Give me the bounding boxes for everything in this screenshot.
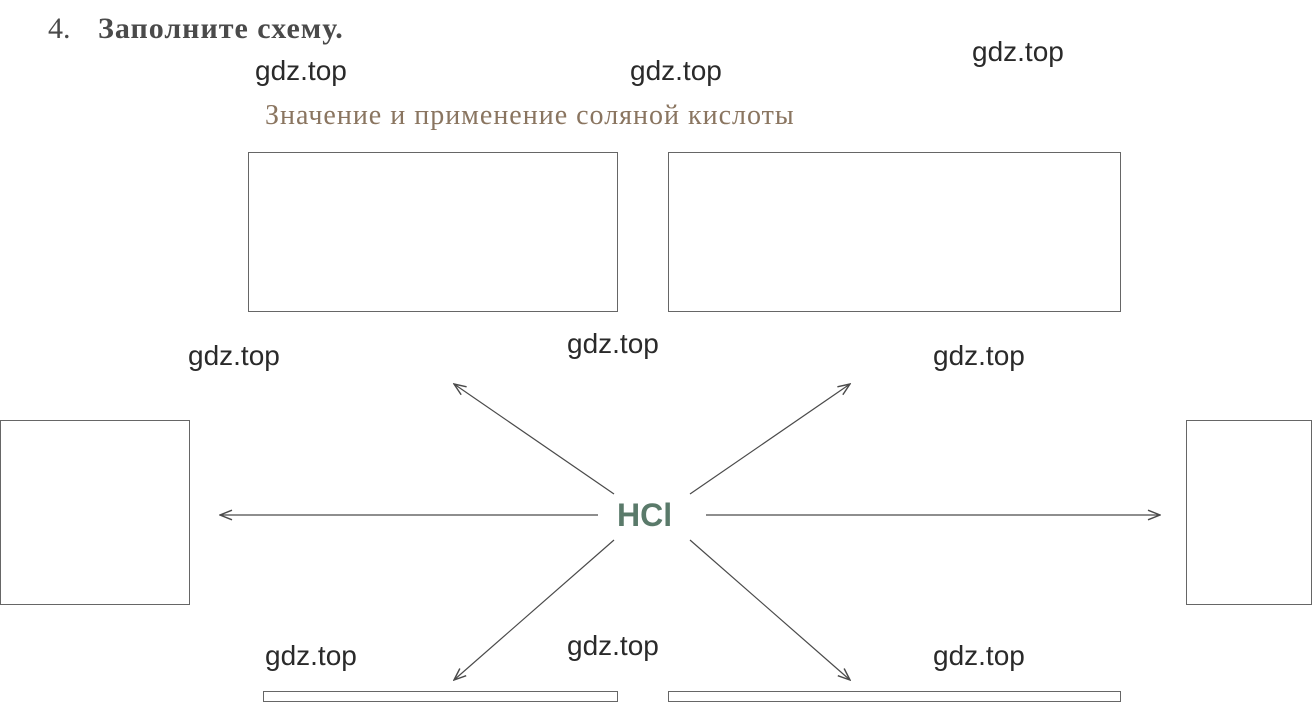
answer-box-mid-right[interactable] [1186, 420, 1312, 605]
answer-box-top-right[interactable] [668, 152, 1121, 312]
answer-box-top-left[interactable] [248, 152, 618, 312]
watermark: gdz.top [630, 55, 722, 87]
answer-box-bot-right[interactable] [668, 691, 1121, 702]
arrow-line [690, 384, 850, 494]
arrow-line [454, 384, 614, 494]
watermark: gdz.top [567, 328, 659, 360]
answer-box-mid-left[interactable] [0, 420, 190, 605]
watermark: gdz.top [188, 340, 280, 372]
center-formula: HCl [617, 497, 672, 534]
question-prompt: Заполните схему. [98, 12, 344, 46]
question-number: 4. [48, 12, 71, 46]
watermark: gdz.top [567, 630, 659, 662]
diagram-subtitle: Значение и применение соляной кислоты [265, 100, 795, 132]
watermark: gdz.top [972, 36, 1064, 68]
watermark: gdz.top [933, 640, 1025, 672]
watermark: gdz.top [255, 55, 347, 87]
watermark: gdz.top [265, 640, 357, 672]
watermark: gdz.top [933, 340, 1025, 372]
answer-box-bot-left[interactable] [263, 691, 618, 702]
arrow-line [690, 540, 850, 680]
